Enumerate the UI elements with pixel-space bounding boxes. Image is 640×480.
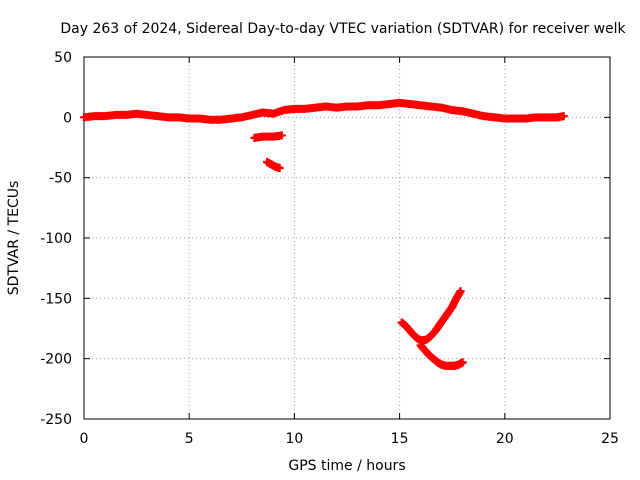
series-offset-segment-1	[250, 131, 286, 142]
x-tick-label: 15	[391, 431, 409, 447]
data-point	[275, 164, 284, 173]
chart-title: Day 263 of 2024, Sidereal Day-to-day VTE…	[60, 21, 626, 37]
y-tick-label: 0	[63, 110, 72, 126]
y-tick-labels: 50 0 -50 -100 -150 -200 -250	[40, 50, 72, 428]
plot-frame	[83, 56, 611, 420]
series-main-band	[80, 98, 568, 124]
data-points	[80, 98, 568, 370]
x-axis-label: GPS time / hours	[288, 458, 405, 474]
series-lower-arc-2	[416, 341, 467, 370]
x-tick-labels: 0 5 10 15 20 25	[80, 431, 619, 447]
data-point	[277, 131, 286, 140]
grid-lines	[84, 57, 610, 419]
y-tick-label: 50	[54, 50, 72, 66]
axis-ticks	[83, 56, 611, 420]
data-point	[458, 358, 467, 367]
y-tick-label: -50	[49, 171, 72, 187]
y-tick-label: -250	[40, 412, 72, 428]
data-point	[559, 112, 568, 121]
x-tick-label: 10	[285, 431, 303, 447]
x-tick-label: 0	[80, 431, 89, 447]
series-offset-segment-2	[263, 157, 284, 173]
y-tick-label: -200	[40, 352, 72, 368]
y-tick-label: -150	[40, 291, 72, 307]
x-tick-label: 20	[496, 431, 514, 447]
x-tick-label: 5	[185, 431, 194, 447]
series-lower-arc-1	[397, 287, 465, 345]
y-tick-label: -100	[40, 231, 72, 247]
data-point	[456, 287, 465, 296]
x-tick-label: 25	[601, 431, 619, 447]
y-axis-label: SDTVAR / TECUs	[6, 181, 22, 296]
